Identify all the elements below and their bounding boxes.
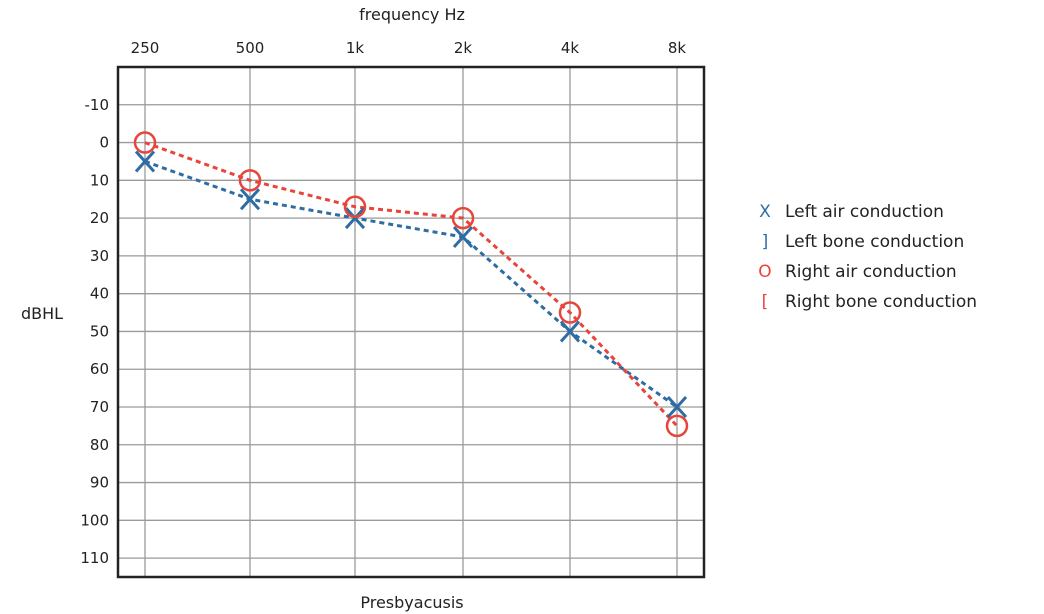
legend-label: Right bone conduction — [785, 292, 977, 312]
grid-lines — [118, 67, 704, 577]
x-tick-label: 500 — [236, 39, 265, 57]
left-air-marker — [239, 188, 261, 211]
left-air-marker — [452, 225, 474, 249]
legend: X Left air conduction] Left bone conductio… — [758, 202, 977, 312]
series-line-left-air — [144, 159, 678, 409]
x-axis-title: frequency Hz — [359, 5, 465, 24]
y-tick-label: 110 — [80, 549, 109, 567]
right-air-marker — [133, 131, 157, 154]
left-air-marker — [344, 207, 366, 230]
right-air-marker — [451, 206, 475, 230]
legend-symbol: X — [759, 202, 771, 222]
left-air-marker — [666, 395, 688, 419]
legend-label: Right air conduction — [785, 262, 957, 282]
chart-title: Presbyacusis — [360, 593, 463, 612]
right-air-marker — [665, 414, 689, 438]
plot-frame — [116, 65, 706, 579]
right-air-marker — [558, 301, 582, 324]
left-air-marker — [559, 320, 581, 343]
y-tick-label: 50 — [90, 322, 109, 340]
x-tick-label: 4k — [561, 39, 580, 57]
x-tick-label: 2k — [454, 39, 473, 57]
right-air-marker — [343, 195, 367, 219]
y-tick-label: 70 — [90, 398, 109, 416]
right-air-marker — [238, 169, 262, 192]
legend-label: Left air conduction — [785, 202, 944, 222]
y-tick-label: 10 — [90, 171, 109, 189]
x-tick-label: 250 — [131, 39, 160, 57]
legend-symbol: [ — [762, 292, 769, 312]
y-tick-label: 80 — [90, 436, 109, 454]
x-tick-label: 1k — [346, 39, 365, 57]
y-tick-label: 60 — [90, 360, 109, 378]
y-tick-label: 40 — [90, 285, 109, 303]
left-air-marker — [134, 150, 156, 173]
data-markers — [133, 131, 689, 438]
y-axis-title: dBHL — [21, 304, 63, 323]
y-tick-label: 30 — [90, 247, 109, 265]
y-tick-label: -10 — [85, 96, 110, 114]
legend-symbol: ] — [762, 232, 769, 252]
x-tick-labels: 250 500 1k 2k 4k 8k — [131, 39, 687, 57]
y-tick-labels: -10 0 10 20 30 40 50 60 70 80 90 100 110 — [80, 96, 109, 567]
y-tick-label: 20 — [90, 209, 109, 227]
x-tick-label: 8k — [668, 39, 687, 57]
y-tick-label: 90 — [90, 474, 109, 492]
series-line-right-air — [144, 141, 679, 427]
legend-symbol: O — [758, 262, 771, 282]
y-tick-label: 100 — [80, 511, 109, 529]
series-lines — [144, 141, 679, 427]
legend-label: Left bone conduction — [785, 232, 964, 252]
y-tick-label: 0 — [99, 134, 109, 152]
